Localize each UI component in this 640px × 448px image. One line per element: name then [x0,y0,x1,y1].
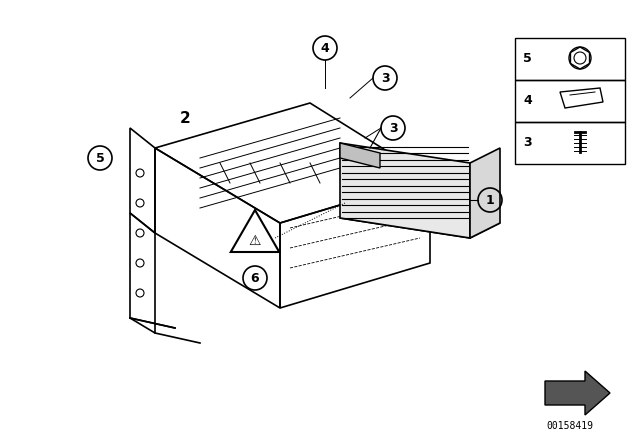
Text: 4: 4 [523,94,532,107]
Text: 3: 3 [523,135,532,148]
Text: 6: 6 [251,271,259,284]
Polygon shape [470,148,500,238]
Text: 00158419: 00158419 [547,421,593,431]
Text: 3: 3 [381,72,389,85]
Polygon shape [340,143,380,168]
Text: 5: 5 [95,151,104,164]
Text: 3: 3 [388,121,397,134]
Text: 2: 2 [180,111,190,125]
Polygon shape [340,203,500,238]
Polygon shape [340,143,470,238]
Text: ⚠: ⚠ [249,234,261,248]
Text: 1: 1 [486,194,494,207]
Text: 4: 4 [321,42,330,55]
Polygon shape [545,371,610,415]
Text: 5: 5 [523,52,532,65]
